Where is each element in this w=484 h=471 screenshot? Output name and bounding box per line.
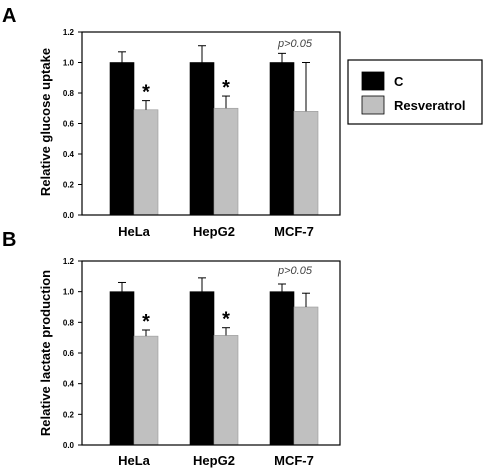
- legend-label-resveratrol: Resveratrol: [394, 98, 466, 113]
- panel-b-significance-star: *: [222, 309, 230, 331]
- panel-a-y-tick-label: 0.2: [63, 181, 75, 190]
- panel-b-y-tick-label: 0.2: [63, 410, 75, 419]
- panel-b-y-tick-label: 0.4: [63, 380, 75, 389]
- panel-b-plot-frame: [81, 260, 341, 446]
- panel-a-y-tick-label: 0.4: [63, 150, 75, 159]
- legend-label-c: C: [394, 74, 404, 89]
- panel-b-bar-c: [269, 291, 295, 446]
- panel-a-categories: HeLa HepG2 MCF-7: [118, 224, 314, 239]
- panel-b: B Relative lactate production 0.00.20.40…: [2, 229, 341, 468]
- panel-a-category-label: HeLa: [118, 224, 151, 239]
- panel-b-category-label: HeLa: [118, 453, 151, 468]
- panel-b-bar-resveratrol: [293, 306, 319, 446]
- panel-b-bar-c: [109, 291, 135, 446]
- legend-swatch-resveratrol: [361, 95, 385, 115]
- panel-b-categories: HeLa HepG2 MCF-7: [118, 453, 314, 468]
- panel-a-y-tick-label: 0.0: [63, 211, 75, 220]
- panel-b-y-tick-label: 1.0: [63, 288, 75, 297]
- panel-a-bar-c: [269, 62, 295, 216]
- panel-a-significance-star: *: [222, 77, 230, 99]
- panel-b-y-tick-label: 0.6: [63, 349, 75, 358]
- panel-a-y-tick-label: 1.2: [63, 28, 75, 37]
- panel-b-y-tick-label: 1.2: [63, 257, 75, 266]
- panel-a-letter: A: [2, 5, 16, 27]
- panel-a-y-tick-label: 0.8: [63, 89, 75, 98]
- panel-a-bar-resveratrol: [133, 109, 159, 216]
- panel-b-bars: * *: [109, 277, 319, 446]
- panel-b-ylabel: Relative lactate production: [38, 270, 53, 436]
- panel-b-bar-resveratrol: [213, 335, 239, 446]
- panel-b-category-label: MCF-7: [274, 453, 314, 468]
- panel-a-bars: * *: [109, 45, 319, 216]
- panel-a-bar-c: [189, 62, 215, 216]
- panel-a-annotation: p>0.05: [277, 38, 313, 50]
- panel-a-y-ticks: 0.0 0.2 0.4 0.6 0.8 1.0 1.2: [63, 28, 82, 220]
- panel-b-significance-star: *: [142, 311, 150, 333]
- legend: C Resveratrol: [347, 59, 483, 125]
- legend-box: [347, 59, 483, 125]
- panel-b-y-tick-label: 0.8: [63, 318, 75, 327]
- panel-b-annotation: p>0.05: [277, 265, 313, 277]
- panel-a: A Relative glucose uptake 0.00.20.40.60.…: [2, 5, 341, 239]
- panel-a-bar-c: [109, 62, 135, 216]
- panel-b-category-label: HepG2: [193, 453, 235, 468]
- panel-b-letter: B: [2, 229, 16, 251]
- panel-b-y-ticks: 0.0 0.2 0.4 0.6 0.8 1.0 1.2: [63, 257, 82, 450]
- panel-b-bar-resveratrol: [133, 335, 159, 446]
- panel-a-significance-star: *: [142, 82, 150, 104]
- panel-a-ylabel: Relative glucose uptake: [38, 48, 53, 196]
- panel-a-y-tick-label: 0.6: [63, 120, 75, 129]
- panel-b-bar-c: [189, 291, 215, 446]
- panel-a-plot-frame: [81, 31, 341, 216]
- panel-a-category-label: HepG2: [193, 224, 235, 239]
- panel-a-bar-resveratrol: [213, 107, 239, 216]
- panel-a-category-label: MCF-7: [274, 224, 314, 239]
- panel-b-y-tick-label: 0.0: [63, 441, 75, 450]
- panel-a-bar-resveratrol: [293, 111, 319, 216]
- panel-a-y-tick-label: 1.0: [63, 59, 75, 68]
- legend-swatch-c: [361, 71, 385, 91]
